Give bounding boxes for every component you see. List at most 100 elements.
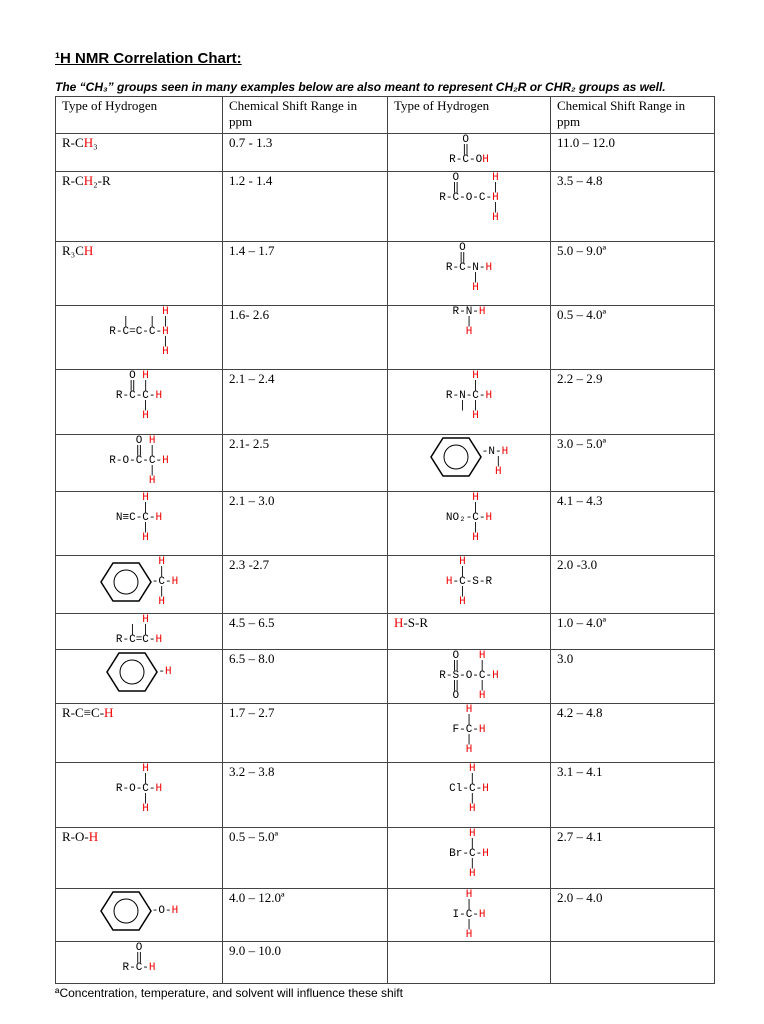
structure-lines: H | Br-C-H | H	[449, 828, 489, 880]
structure-line: H	[142, 410, 149, 422]
shift-cell: 6.5 – 8.0	[222, 649, 388, 704]
structure: R-CH₃	[62, 135, 216, 151]
structure: H | -C-H | H	[62, 556, 216, 608]
structure-lines: R-N-H | H	[452, 306, 486, 338]
shift-cell: 3.0 – 5.0ª	[550, 434, 715, 492]
structure-cell: R-C≡C-H	[55, 703, 223, 763]
structure-lines: H | R-O-C-H | H	[115, 763, 163, 815]
structure-line: ‖	[135, 952, 143, 964]
structure: H | Cl-C-H | H	[394, 763, 544, 815]
structure-cell: O H ‖ | R-S-O-C-H ‖ | O H	[387, 649, 551, 704]
shift-cell: 1.6- 2.6	[222, 305, 388, 370]
title: ¹H NMR Correlation Chart:	[55, 50, 242, 67]
structure: O ‖ R-C-N-H | H	[394, 243, 544, 294]
structure-line: H	[469, 868, 476, 880]
structure-line: |	[465, 919, 473, 931]
structure: R₃CH	[62, 243, 216, 259]
chemical-shift: 2.2 – 2.9	[557, 371, 603, 386]
structure-line: H	[465, 929, 473, 941]
chemical-shift: 4.0 – 12.0ª	[229, 890, 285, 905]
structure-line: H	[492, 212, 499, 224]
structure-line: |	[142, 522, 149, 534]
benzene-ring	[429, 437, 482, 477]
chemical-shift: 2.0 -3.0	[557, 557, 598, 572]
structure-line: H	[142, 763, 149, 775]
structure-line: R-N-H	[452, 306, 486, 318]
structure-line: R-O-C-C-H	[109, 455, 169, 467]
structure-line: NO₂-C-H	[445, 512, 493, 524]
structure-lines: H | N≡C-C-H | H	[116, 493, 162, 544]
structure-line: |	[158, 566, 165, 578]
chemical-shift: 0.5 – 5.0ª	[229, 829, 279, 844]
chemical-shift: 2.1- 2.5	[229, 436, 270, 451]
structure-cell	[387, 941, 551, 984]
benzene-ring	[99, 562, 152, 602]
shift-cell: 2.3 -2.7	[222, 555, 388, 614]
structure-line: ‖ |	[452, 182, 499, 194]
structure-line: |	[465, 734, 473, 746]
structure-line: H	[495, 466, 502, 478]
structure-lines: H | | | R-C=C-C-H | H	[109, 307, 168, 358]
structure: O H ‖ | R-C-O-C-H | H	[394, 173, 544, 224]
structure: H | Br-C-H | H	[394, 828, 544, 880]
structure-line: |	[492, 202, 499, 214]
structure: R-C≡C-H	[62, 705, 216, 721]
structure-cell: R-O-H	[55, 827, 223, 889]
chemical-shift: 1.7 – 2.7	[229, 705, 275, 720]
structure-lines: H | Cl-C-H | H	[449, 763, 489, 815]
structure-line: H	[469, 828, 476, 840]
structure-line: H	[469, 763, 476, 775]
structure-cell: H | N≡C-C-H | H	[55, 491, 223, 556]
structure-line: R-C=C-H	[115, 634, 163, 646]
structure-line: | |	[459, 400, 479, 412]
structure: -N-H | H	[394, 436, 544, 478]
structure-line: H	[158, 556, 165, 568]
structure-line: -N-H	[481, 446, 509, 458]
structure-line: | |	[129, 624, 149, 636]
structure-lines: R₃CH	[62, 243, 93, 259]
structure-line: R-C-O-C-H	[439, 192, 499, 204]
structure-cell: -O-H	[55, 888, 223, 942]
structure-lines: O H ‖ | R-S-O-C-H ‖ | O H	[439, 651, 499, 702]
shift-cell: 1.2 - 1.4	[222, 171, 388, 242]
structure-line: |	[465, 714, 473, 726]
table-row: H | N≡C-C-H | H 2.1 – 3.0 H | NO₂-C-H | H 4.…	[55, 491, 715, 556]
structure: O ‖ R-C-OH	[394, 135, 544, 166]
table-row: R-CH₃ 0.7 - 1.3 O ‖ R-C-OH 11.0 – 12.0	[55, 133, 715, 172]
structure-cell: H | NO₂-C-H | H	[387, 491, 551, 556]
benzene-ring	[106, 652, 159, 692]
structure-line: R-O-C-H	[115, 783, 163, 795]
structure-line: H	[472, 492, 479, 504]
benzene-ring	[99, 891, 152, 931]
structure-lines: O ‖ R-C-N-H | H	[446, 243, 492, 294]
column-header: Chemical Shift Range in ppm	[222, 96, 388, 134]
chemical-shift: 1.0 – 4.0ª	[557, 615, 607, 630]
structure: H | NO₂-C-H | H	[394, 492, 544, 544]
structure-line: R-N-C-H	[445, 390, 493, 402]
shift-cell: 2.0 -3.0	[550, 555, 715, 614]
structure-cell: O H ‖ | R-C-O-C-H | H	[387, 171, 551, 242]
chemical-shift: 3.2 – 3.8	[229, 764, 275, 779]
chemical-shift: 1.4 – 1.7	[229, 243, 275, 258]
structure-line: H	[465, 744, 473, 756]
structure: O H ‖ | R-O-C-C-H | H	[62, 435, 216, 487]
structure-line: |	[142, 502, 149, 514]
structure: H | R-N-C-H | | H	[394, 370, 544, 422]
structure-line: H	[465, 704, 473, 716]
structure-cell: O ‖ R-C-N-H | H	[387, 241, 551, 306]
structure: -H	[62, 651, 216, 693]
structure-lines: O H ‖ | R-C-O-C-H | H	[439, 173, 499, 224]
structure-line: |	[495, 456, 502, 468]
structure-line: H	[472, 370, 479, 382]
structure-line: O H	[452, 690, 486, 702]
table-row: -O-H 4.0 – 12.0ª H | I-C-H | H 2.0 – 4.0	[55, 888, 715, 942]
structure-cell: R-CH₂-R	[55, 171, 223, 242]
structure-line: |	[469, 773, 476, 785]
structure-line: |	[472, 272, 479, 284]
structure-line: O H	[135, 435, 156, 447]
structure-line: R-S-O-C-H	[439, 670, 499, 682]
structure-cell: H | -C-H | H	[55, 555, 223, 614]
structure: R-N-H | H	[394, 306, 544, 338]
shift-cell: 4.5 – 6.5	[222, 613, 388, 650]
structure-line: H	[465, 326, 473, 338]
